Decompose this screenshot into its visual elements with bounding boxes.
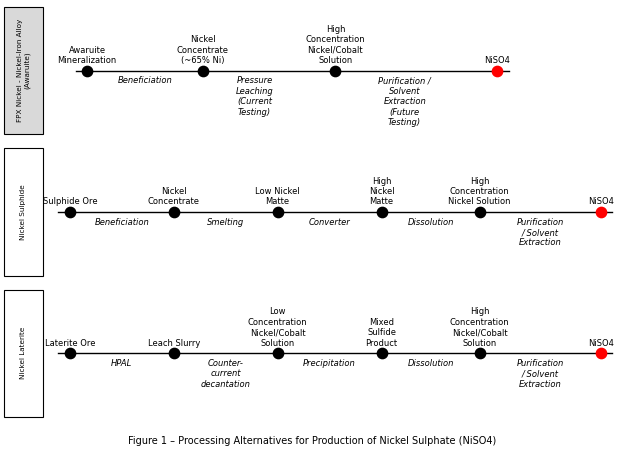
Text: Mixed
Sulfide
Product: Mixed Sulfide Product bbox=[366, 318, 397, 348]
Text: High
Concentration
Nickel Solution: High Concentration Nickel Solution bbox=[449, 176, 511, 206]
Text: Smelting: Smelting bbox=[207, 218, 245, 226]
Point bbox=[492, 67, 502, 74]
Text: NiSO4: NiSO4 bbox=[588, 198, 614, 206]
Text: Nickel Laterite: Nickel Laterite bbox=[21, 327, 26, 379]
Text: FPX Nickel - Nickel-Iron Alloy
(Awaruite): FPX Nickel - Nickel-Iron Alloy (Awaruite… bbox=[17, 19, 30, 122]
Point bbox=[168, 350, 178, 357]
Text: NiSO4: NiSO4 bbox=[484, 56, 510, 65]
Point bbox=[65, 208, 75, 216]
Text: Leach Slurry: Leach Slurry bbox=[148, 339, 200, 348]
Text: Low
Concentration
Nickel/Cobalt
Solution: Low Concentration Nickel/Cobalt Solution bbox=[248, 308, 308, 348]
Text: High
Concentration
Nickel/Cobalt
Solution: High Concentration Nickel/Cobalt Solutio… bbox=[306, 25, 365, 65]
Text: Low Nickel
Matte: Low Nickel Matte bbox=[255, 187, 300, 206]
Text: Purification /
Solvent
Extraction
(Future
Testing): Purification / Solvent Extraction (Futur… bbox=[378, 76, 431, 127]
Text: HPAL: HPAL bbox=[111, 359, 132, 368]
Text: Beneficiation: Beneficiation bbox=[117, 76, 172, 85]
Text: Purification
/ Solvent
Extraction: Purification / Solvent Extraction bbox=[517, 218, 564, 248]
Point bbox=[331, 67, 341, 74]
Point bbox=[168, 208, 178, 216]
Point bbox=[377, 208, 387, 216]
Text: Nickel Sulphide: Nickel Sulphide bbox=[21, 184, 26, 240]
FancyBboxPatch shape bbox=[4, 7, 43, 134]
Text: Laterite Ore: Laterite Ore bbox=[45, 339, 95, 348]
Text: High
Concentration
Nickel/Cobalt
Solution: High Concentration Nickel/Cobalt Solutio… bbox=[450, 308, 510, 348]
Point bbox=[82, 67, 92, 74]
Text: Sulphide Ore: Sulphide Ore bbox=[42, 198, 97, 206]
Text: Dissolution: Dissolution bbox=[407, 359, 454, 368]
Point bbox=[596, 350, 606, 357]
Text: Counter-
current
decantation: Counter- current decantation bbox=[201, 359, 251, 389]
Text: Precipitation: Precipitation bbox=[303, 359, 356, 368]
Text: Pressure
Leaching
(Current
Testing): Pressure Leaching (Current Testing) bbox=[236, 76, 273, 116]
Text: High
Nickel
Matte: High Nickel Matte bbox=[369, 176, 394, 206]
Point bbox=[475, 350, 485, 357]
Text: Awaruite
Mineralization: Awaruite Mineralization bbox=[57, 46, 117, 65]
Text: NiSO4: NiSO4 bbox=[588, 339, 614, 348]
Point bbox=[475, 208, 485, 216]
Point bbox=[596, 208, 606, 216]
Text: Figure 1 – Processing Alternatives for Production of Nickel Sulphate (NiSO4): Figure 1 – Processing Alternatives for P… bbox=[128, 437, 496, 446]
FancyBboxPatch shape bbox=[4, 148, 43, 276]
Text: Dissolution: Dissolution bbox=[407, 218, 454, 226]
Text: Nickel
Concentrate: Nickel Concentrate bbox=[148, 187, 200, 206]
Text: Beneficiation: Beneficiation bbox=[94, 218, 149, 226]
Text: Nickel
Concentrate
(~65% Ni): Nickel Concentrate (~65% Ni) bbox=[177, 35, 228, 65]
Text: Purification
/ Solvent
Extraction: Purification / Solvent Extraction bbox=[517, 359, 564, 389]
Text: Converter: Converter bbox=[309, 218, 351, 226]
Point bbox=[65, 350, 75, 357]
Point bbox=[198, 67, 208, 74]
Point bbox=[377, 350, 387, 357]
Point bbox=[273, 350, 283, 357]
FancyBboxPatch shape bbox=[4, 290, 43, 417]
Point bbox=[273, 208, 283, 216]
